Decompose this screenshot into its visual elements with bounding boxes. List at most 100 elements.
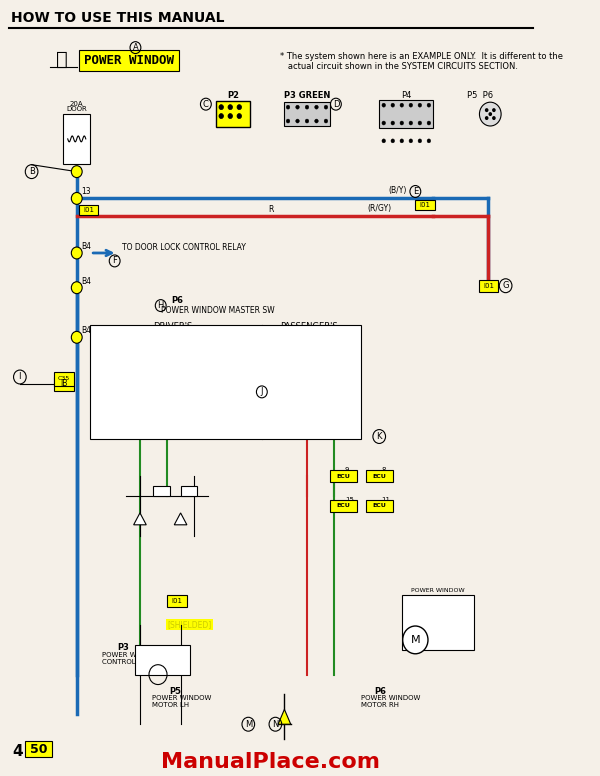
Text: P6: P6 [172,296,184,305]
Text: 11: 11 [381,497,390,503]
Circle shape [409,139,413,143]
Text: WINDOW: WINDOW [266,334,298,341]
Circle shape [479,102,501,126]
FancyBboxPatch shape [79,50,179,71]
Text: I01: I01 [420,203,431,209]
Text: 13: 13 [81,188,91,196]
Circle shape [427,121,431,125]
FancyBboxPatch shape [63,114,90,164]
Circle shape [418,139,422,143]
Text: DRIVER'S: DRIVER'S [154,322,193,331]
FancyBboxPatch shape [25,741,52,757]
FancyBboxPatch shape [181,486,197,496]
Text: e50mA: e50mA [266,364,291,370]
Text: [SHIELDED]: [SHIELDED] [167,620,212,629]
Text: POWER WINDOW: POWER WINDOW [411,588,465,594]
Circle shape [71,166,82,178]
Text: 4: 4 [13,744,23,759]
Circle shape [237,113,242,119]
Circle shape [296,119,299,123]
Text: I01: I01 [172,598,182,605]
Text: C35: C35 [58,376,70,382]
Circle shape [403,626,428,654]
Circle shape [409,121,413,125]
Text: C: C [203,99,209,109]
Circle shape [427,103,431,107]
FancyBboxPatch shape [284,102,331,126]
Circle shape [488,112,492,116]
FancyBboxPatch shape [365,500,393,512]
Circle shape [286,119,290,123]
Text: B4: B4 [81,277,91,286]
Circle shape [418,103,422,107]
Polygon shape [278,709,291,724]
Text: N: N [272,719,278,729]
Text: F: F [112,256,117,265]
Text: A: A [133,43,139,52]
Circle shape [71,282,82,293]
Text: POWER WINDOW: POWER WINDOW [411,603,465,608]
Text: 5B, BV: 5B, BV [428,596,448,601]
Text: P3 GREEN: P3 GREEN [284,92,330,100]
Circle shape [305,119,309,123]
Text: B4: B4 [81,242,91,251]
Circle shape [324,119,328,123]
Polygon shape [174,513,187,525]
Text: ECU: ECU [336,504,350,508]
Circle shape [237,105,242,109]
Text: ECU: ECU [372,504,386,508]
Text: 8: 8 [381,467,386,473]
Circle shape [400,121,404,125]
Text: CONTROL RELAY: CONTROL RELAY [102,659,160,665]
Circle shape [391,103,395,107]
FancyBboxPatch shape [136,645,190,674]
FancyBboxPatch shape [90,325,361,439]
Text: D: D [332,99,339,109]
Text: G: G [502,281,509,290]
Circle shape [228,113,233,119]
Text: I01: I01 [483,282,494,289]
Circle shape [71,247,82,259]
FancyBboxPatch shape [54,377,74,391]
Text: 𝒜: 𝒜 [56,50,67,69]
Text: * The system shown here is an EXAMPLE ONLY.  It is different to the
   actual ci: * The system shown here is an EXAMPLE ON… [280,51,563,71]
Circle shape [400,103,404,107]
Polygon shape [134,513,146,525]
Circle shape [492,116,496,120]
Circle shape [382,121,386,125]
Text: M: M [410,635,420,645]
Text: P2: P2 [227,92,239,100]
Text: K: K [376,432,382,441]
Text: CONTROL SWI: CONTROL SWI [416,617,460,622]
Circle shape [485,116,488,120]
Text: B: B [29,167,35,176]
Circle shape [286,106,290,109]
FancyBboxPatch shape [79,206,98,215]
Text: POWER WINDOW: POWER WINDOW [102,652,161,658]
Text: ECU: ECU [372,473,386,479]
Text: (R/GY): (R/GY) [367,204,391,213]
Circle shape [305,106,309,109]
Text: (B/Y): (B/Y) [388,186,406,196]
Text: POWER WINDOW: POWER WINDOW [84,54,174,67]
Text: 20A: 20A [70,101,83,107]
Text: B4: B4 [81,327,91,335]
Text: I: I [19,372,21,382]
FancyBboxPatch shape [379,100,433,128]
Circle shape [71,331,82,343]
Text: LOCK SW: LOCK SW [266,342,298,348]
Text: TO DOOR LOCK CONTROL RELAY: TO DOOR LOCK CONTROL RELAY [122,243,246,252]
Text: POWER WINDOW: POWER WINDOW [152,695,211,702]
Circle shape [427,139,431,143]
Text: POWER WINDOW: POWER WINDOW [361,695,421,702]
Text: MOTOR LH: MOTOR LH [152,702,189,708]
Circle shape [382,139,386,143]
Text: P3: P3 [118,643,129,652]
FancyBboxPatch shape [479,280,499,292]
Text: ECU: ECU [336,473,350,479]
Text: P5  P6: P5 P6 [467,92,493,100]
FancyBboxPatch shape [154,486,170,496]
Circle shape [492,108,496,112]
Text: 50: 50 [30,743,47,756]
FancyBboxPatch shape [54,372,74,386]
